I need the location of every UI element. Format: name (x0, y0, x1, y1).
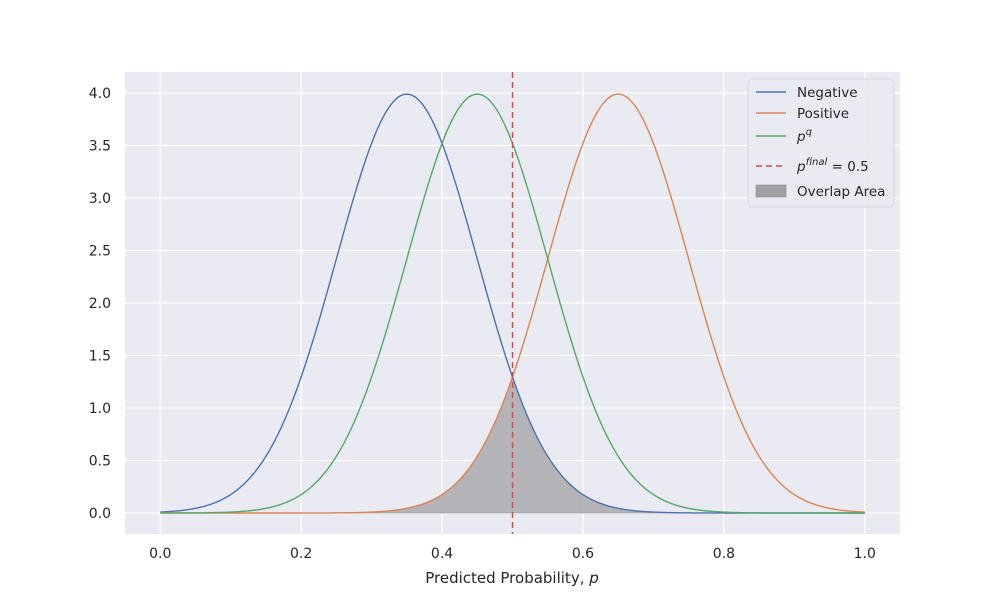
legend-label-pfinal-base: p (796, 159, 806, 175)
y-tick-label: 3.5 (89, 139, 111, 155)
legend-label-pq-base: p (796, 129, 806, 145)
line-layer (160, 72, 865, 534)
x-axis-label: Predicted Probability, p (425, 569, 599, 587)
x-tick-label: 0.6 (572, 546, 594, 562)
x-tick-label: 1.0 (854, 546, 876, 562)
tick-layer: 0.0 0.2 0.4 0.6 0.8 1.0 0.0 0.5 1.0 1.5 2.0 2.5 3.0 3… (89, 86, 876, 562)
y-tick-label: 4.0 (89, 86, 111, 102)
legend: Negative Positive pq pfinal = 0.5 Overla… (747, 78, 895, 208)
y-tick-label: 3.0 (89, 191, 111, 207)
legend-label-pfinal: pfinal = 0.5 (796, 157, 869, 175)
legend-label-overlap: Overlap Area (797, 184, 885, 200)
legend-label-pq-sup: q (806, 127, 812, 138)
y-tick-label: 2.0 (89, 296, 111, 312)
legend-label-pfinal-sup: final (806, 157, 828, 168)
x-axis-label-variable: p (588, 569, 599, 587)
y-tick-label: 2.5 (89, 244, 111, 260)
y-tick-label: 1.5 (89, 349, 111, 365)
x-axis-label-text: Predicted Probability, (425, 569, 589, 587)
legend-label-positive: Positive (797, 106, 849, 122)
legend-label-negative: Negative (797, 85, 858, 101)
y-tick-label: 0.0 (89, 506, 111, 522)
x-tick-label: 0.2 (290, 546, 312, 562)
y-tick-label: 0.5 (89, 454, 111, 470)
legend-swatch-overlap (755, 184, 787, 198)
x-tick-label: 0.0 (149, 546, 171, 562)
y-tick-label: 1.0 (89, 401, 111, 417)
legend-frame (747, 78, 895, 208)
x-tick-label: 0.4 (431, 546, 453, 562)
x-tick-label: 0.8 (713, 546, 735, 562)
legend-label-pfinal-value: = 0.5 (827, 159, 868, 175)
legend-label-pq: pq (796, 127, 812, 145)
